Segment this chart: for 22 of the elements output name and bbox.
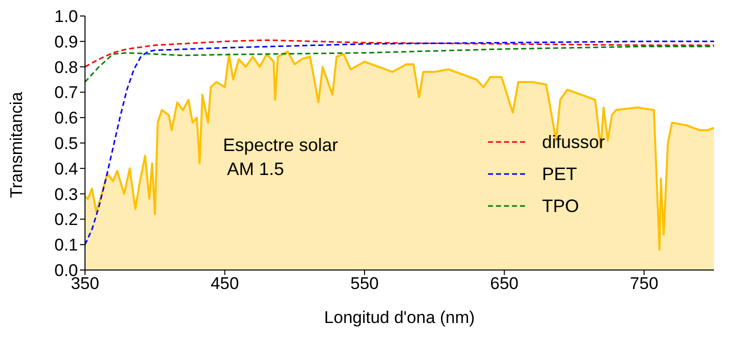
x-tick-label: 450 (210, 274, 239, 294)
legend-label: PET (542, 164, 578, 184)
line-series (85, 40, 714, 246)
y-tick-label: 0.3 (54, 184, 78, 204)
y-tick-label: 0.2 (54, 210, 78, 230)
y-tick-label: 0.4 (54, 159, 78, 178)
legend-label: TPO (542, 196, 580, 216)
x-tick-label: 650 (490, 274, 519, 294)
y-tick-label: 1.0 (54, 7, 78, 26)
x-tick-label: 550 (350, 274, 379, 294)
y-tick-label: 0.5 (54, 134, 78, 154)
y-tick-label: 0.9 (54, 32, 78, 52)
x-axis-title: Longitud d'ona (nm) (324, 308, 475, 327)
y-tick-label: 0.8 (54, 58, 78, 77)
y-tick-label: 0.7 (54, 83, 78, 102)
y-tick-label: 0.6 (54, 108, 78, 128)
y-axis-title: Transmitancia (7, 91, 26, 198)
line-series (85, 46, 714, 83)
x-tick-label: 750 (630, 274, 658, 294)
annotation: Espectre solar AM 1.5 (223, 134, 338, 181)
y-tick-label: 0.1 (54, 236, 78, 255)
line-series (85, 39, 714, 68)
